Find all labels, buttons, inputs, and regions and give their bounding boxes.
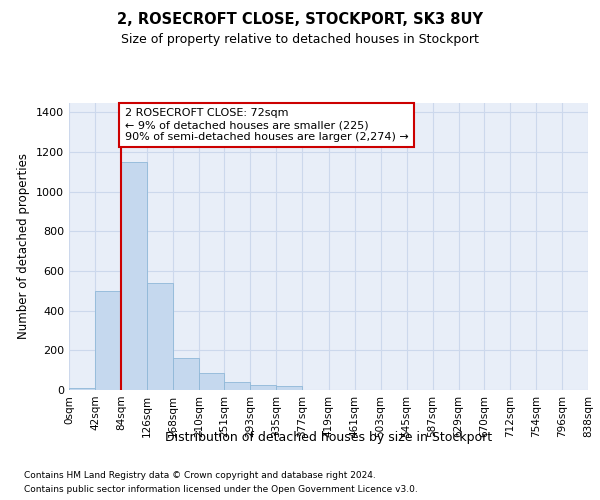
Text: Size of property relative to detached houses in Stockport: Size of property relative to detached ho… [121, 32, 479, 46]
Bar [121, 162, 147, 390]
Bar [69, 388, 95, 390]
Bar [95, 291, 121, 390]
Y-axis label: Number of detached properties: Number of detached properties [17, 153, 31, 340]
Text: Distribution of detached houses by size in Stockport: Distribution of detached houses by size … [165, 431, 493, 444]
Bar [250, 385, 277, 390]
Text: 2, ROSECROFT CLOSE, STOCKPORT, SK3 8UY: 2, ROSECROFT CLOSE, STOCKPORT, SK3 8UY [117, 12, 483, 28]
Bar [224, 382, 250, 390]
Text: 2 ROSECROFT CLOSE: 72sqm
← 9% of detached houses are smaller (225)
90% of semi-d: 2 ROSECROFT CLOSE: 72sqm ← 9% of detache… [125, 108, 409, 142]
Bar [199, 373, 224, 390]
Bar [277, 386, 302, 390]
Bar [147, 283, 173, 390]
Text: Contains HM Land Registry data © Crown copyright and database right 2024.: Contains HM Land Registry data © Crown c… [24, 472, 376, 480]
Text: Contains public sector information licensed under the Open Government Licence v3: Contains public sector information licen… [24, 484, 418, 494]
Bar [173, 358, 199, 390]
